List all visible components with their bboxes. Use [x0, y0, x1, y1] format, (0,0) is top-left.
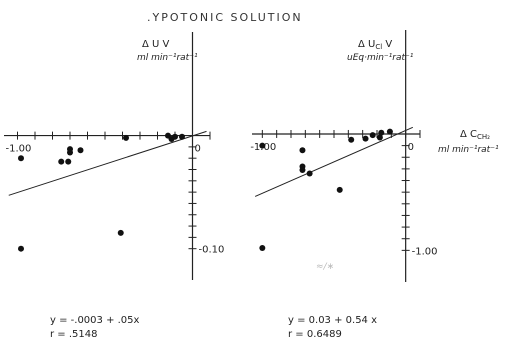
left-data-point — [77, 147, 84, 154]
right-data-point — [386, 128, 393, 135]
left-x-tick-label: -1.00 — [6, 144, 32, 155]
left-data-point — [18, 245, 24, 252]
right-regression-line — [254, 126, 414, 197]
right-data-point — [348, 136, 355, 143]
left-scatter-chart: Δ U V ml min⁻¹rat⁻¹ -1.00 0 -0.10 — [4, 32, 224, 280]
svg-text:uEq·min⁻¹rat⁻¹: uEq·min⁻¹rat⁻¹ — [347, 53, 414, 63]
left-data-point — [123, 134, 129, 141]
left-y-axis-label: Δ U V ml min⁻¹rat⁻¹ — [137, 39, 198, 63]
svg-text:Δ CCH₂: Δ CCH₂ — [460, 129, 490, 141]
right-data-point — [369, 132, 376, 139]
right-y-tick-label: -1.00 — [412, 246, 438, 257]
left-y-tick-label: -0.10 — [199, 245, 225, 256]
left-regression-line — [8, 130, 207, 196]
right-x-tick-label: 0 — [408, 142, 414, 153]
left-data-point — [179, 133, 185, 140]
left-regression-text: y = -.0003 + .05x r = .5148 — [50, 315, 140, 340]
right-regression-text: y = 0.03 + 0.54 x r = 0.6489 — [288, 315, 377, 340]
right-equation: y = 0.03 + 0.54 x — [288, 315, 377, 326]
right-scatter-chart: Δ UCl V uEq·min⁻¹rat⁻¹ Δ CCH₂ ml min⁻¹ra… — [250, 30, 499, 282]
right-data-point — [362, 135, 369, 142]
right-data-point — [259, 245, 266, 252]
left-correlation: r = .5148 — [50, 329, 97, 340]
left-data-point — [65, 158, 72, 165]
right-data-point — [306, 170, 313, 177]
svg-text:ml min⁻¹rat⁻¹: ml min⁻¹rat⁻¹ — [137, 53, 198, 63]
svg-text:Δ U V: Δ U V — [142, 39, 170, 50]
left-data-point — [18, 155, 24, 162]
left-data-point — [172, 133, 178, 140]
left-data-point — [58, 158, 65, 165]
figure-title: .YPOTONIC SOLUTION — [147, 11, 303, 24]
faint-handwritten-mark: ≈/∗ — [316, 262, 334, 272]
right-data-point — [299, 147, 306, 154]
left-data-point — [117, 229, 124, 236]
right-data-point — [259, 142, 266, 149]
left-data-point — [67, 149, 73, 156]
right-data-point — [336, 186, 343, 193]
right-data-point — [376, 134, 383, 141]
right-x-axis-label: Δ CCH₂ ml min⁻¹rat⁻¹ — [438, 129, 499, 155]
svg-text:ml min⁻¹rat⁻¹: ml min⁻¹rat⁻¹ — [438, 145, 499, 155]
right-data-point — [299, 167, 306, 174]
right-correlation: r = 0.6489 — [288, 329, 342, 340]
svg-text:Δ UCl V: Δ UCl V — [358, 39, 392, 51]
right-y-axis-label: Δ UCl V uEq·min⁻¹rat⁻¹ — [347, 39, 414, 63]
left-equation: y = -.0003 + .05x — [50, 315, 140, 326]
left-x-tick-label: 0 — [195, 144, 201, 155]
right-data-point — [378, 129, 385, 136]
